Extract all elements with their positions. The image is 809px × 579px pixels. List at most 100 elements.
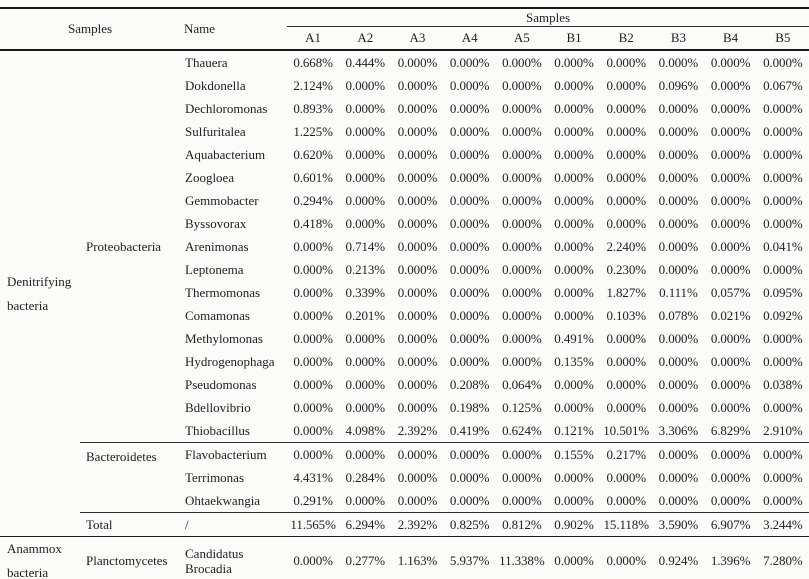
genus-name: Thiobacillus — [185, 422, 250, 438]
value-b4: 0.000% — [710, 330, 751, 346]
value-a4: 0.000% — [449, 307, 490, 323]
name-header: Name — [180, 8, 288, 51]
genus-name: Hydrogenophaga — [185, 353, 275, 369]
value-b1: 0.491% — [554, 330, 594, 346]
value-b5: 0.041% — [763, 238, 803, 254]
value-b2: 0.000% — [606, 215, 646, 231]
value-b5: 0.000% — [763, 399, 803, 415]
value-b1: 0.000% — [554, 284, 594, 300]
value-a5: 0.000% — [502, 261, 542, 277]
value-b1: 0.000% — [554, 307, 594, 323]
value-b1: 0.000% — [554, 123, 594, 139]
value-a5: 11.338% — [495, 536, 548, 579]
value-b3: 0.000% — [658, 353, 699, 369]
value-a5: 0.000% — [502, 77, 542, 93]
value-b2: 0.230% — [606, 261, 646, 277]
value-a2: 0.284% — [345, 469, 386, 485]
value-a1: 0.000% — [293, 353, 333, 369]
table-row: Dechloromonas 0.893% 0.000% 0.000% 0.000% 0.0… — [0, 97, 809, 120]
value-b3: 0.000% — [658, 192, 699, 208]
value-b2: 0.000% — [606, 376, 646, 392]
value-b3: 0.000% — [658, 169, 699, 185]
genus-name: Pseudomonas — [185, 376, 257, 392]
value-b5: 2.910% — [763, 422, 803, 438]
value-a1: 0.668% — [293, 54, 333, 70]
value-b5: 0.000% — [763, 215, 803, 231]
value-a2: 0.201% — [345, 307, 386, 323]
value-a3: 0.000% — [397, 77, 438, 93]
value-a2: 0.000% — [345, 215, 386, 231]
bacteria-abundance-table: Samples Name Samples A1 A2 A3 A4 A5 B1 B2 B3 B4 B… — [0, 7, 809, 579]
value-a5: 0.000% — [502, 192, 542, 208]
value-a2: 0.000% — [345, 376, 386, 392]
value-a2: 0.000% — [345, 353, 386, 369]
value-b4: 1.396% — [704, 536, 757, 579]
value-a2: 0.000% — [345, 146, 386, 162]
table-row: Dokdonella 2.124% 0.000% 0.000% 0.000% 0.000%… — [0, 74, 809, 97]
value-a2: 0.000% — [345, 399, 386, 415]
value-a3: 0.000% — [397, 146, 438, 162]
value-a3: 0.000% — [397, 492, 438, 508]
value-a3: 0.000% — [391, 442, 444, 466]
value-b2: 0.103% — [606, 307, 646, 323]
table-row: Hydrogenophaga 0.000% 0.000% 0.000% 0.000% 0.… — [0, 350, 809, 373]
value-a2: 4.098% — [345, 422, 386, 438]
value-a3: 0.000% — [397, 100, 438, 116]
value-a5: 0.000% — [502, 330, 542, 346]
value-b3: 0.000% — [658, 492, 699, 508]
value-a1: 11.565% — [287, 512, 340, 537]
table-row: Terrimonas 4.431% 0.284% 0.000% 0.000% 0.000%… — [0, 466, 809, 489]
value-b2: 0.217% — [600, 442, 653, 466]
value-a4: 0.000% — [449, 54, 490, 70]
column-header-b3: B3 — [652, 26, 705, 51]
value-a1: 0.291% — [293, 492, 333, 508]
value-a3: 0.000% — [397, 284, 438, 300]
value-b5: 0.000% — [763, 261, 803, 277]
value-a4: 0.000% — [449, 492, 490, 508]
value-a3: 0.000% — [397, 215, 438, 231]
value-b4: 0.000% — [710, 192, 751, 208]
value-b4: 0.000% — [710, 100, 751, 116]
value-a4: 0.000% — [443, 442, 496, 466]
value-a5: 0.125% — [502, 399, 542, 415]
value-a3: 0.000% — [397, 307, 438, 323]
value-a3: 0.000% — [397, 169, 438, 185]
table-row: Total/11.565% 6.294% 2.392% 0.825% 0.812% 0.9… — [0, 512, 809, 537]
value-b5: 7.280% — [756, 536, 809, 579]
value-a1: 0.000% — [293, 238, 333, 254]
value-b2: 0.000% — [600, 536, 653, 579]
table-row: Aquabacterium 0.620% 0.000% 0.000% 0.000% 0.0… — [0, 143, 809, 166]
value-b2: 0.000% — [606, 330, 646, 346]
value-b3: 0.000% — [658, 146, 699, 162]
value-b5: 3.244% — [756, 512, 809, 537]
table-row: Thermomonas 0.000% 0.339% 0.000% 0.000% 0.000… — [0, 281, 809, 304]
value-a4: 0.000% — [449, 469, 490, 485]
genus-name: Methylomonas — [185, 330, 263, 346]
genus-name: Aquabacterium — [185, 146, 266, 162]
value-b5: 0.000% — [763, 353, 803, 369]
value-a4: 0.000% — [449, 169, 490, 185]
value-b1: 0.121% — [554, 422, 594, 438]
value-b2: 0.000% — [606, 146, 646, 162]
value-b3: 0.078% — [658, 307, 699, 323]
value-b5: 0.095% — [763, 284, 803, 300]
value-a4: 0.000% — [449, 146, 490, 162]
value-a1: 0.893% — [293, 100, 333, 116]
value-a5: 0.000% — [502, 146, 542, 162]
value-a2: 0.000% — [345, 123, 386, 139]
value-a3: 0.000% — [397, 54, 438, 70]
value-b1: 0.000% — [554, 54, 594, 70]
value-b3: 0.096% — [658, 77, 699, 93]
value-b2: 2.240% — [606, 238, 646, 254]
value-a3: 0.000% — [397, 399, 438, 415]
value-b5: 0.000% — [763, 54, 803, 70]
value-b4: 0.000% — [710, 215, 751, 231]
column-header-a1: A1 — [287, 26, 340, 51]
value-b1: 0.000% — [554, 399, 594, 415]
value-a3: 0.000% — [397, 261, 438, 277]
value-a5: 0.624% — [502, 422, 542, 438]
value-a4: 0.000% — [449, 123, 490, 139]
genus-name: Ohtaekwangia — [185, 492, 261, 508]
value-a1: 0.000% — [293, 376, 333, 392]
table-header: Samples Name Samples A1 A2 A3 A4 A5 B1 B2 B3 B4 B… — [0, 8, 809, 51]
